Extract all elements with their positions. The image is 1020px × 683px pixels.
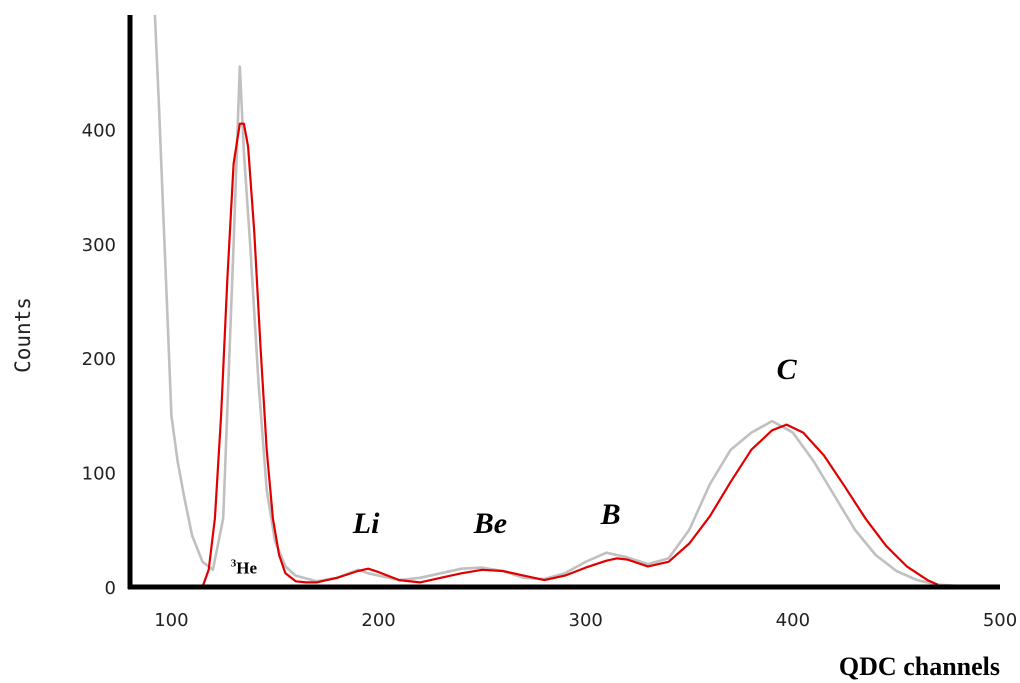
series-line-fit	[201, 122, 939, 588]
series-layer	[153, 14, 1000, 589]
peak-label: Li	[352, 507, 380, 540]
x-axis-label: QDC channels	[839, 652, 1000, 681]
series-line-measured	[153, 14, 1000, 589]
y-tick-label: 0	[105, 578, 116, 599]
y-tick-label: 300	[82, 235, 116, 256]
x-tick-label: 300	[569, 610, 603, 631]
y-tick-labels: 0 100 200 300 400	[82, 120, 116, 599]
y-tick-label: 400	[82, 120, 116, 141]
x-tick-label: 200	[361, 610, 395, 631]
peak-label: 3He	[231, 557, 258, 577]
peak-label: C	[777, 353, 798, 386]
x-tick-label: 500	[983, 610, 1017, 631]
y-axis-label: Counts	[11, 297, 35, 373]
peak-label: Be	[473, 507, 507, 540]
x-tick-label: 400	[776, 610, 810, 631]
x-tick-labels: 100 200 300 400 500	[154, 610, 1017, 631]
y-tick-label: 200	[82, 349, 116, 370]
peak-annotations: 3He Li Be B C	[231, 353, 798, 577]
peak-label: B	[600, 498, 621, 531]
x-tick-label: 100	[154, 610, 188, 631]
y-tick-label: 100	[82, 464, 116, 485]
